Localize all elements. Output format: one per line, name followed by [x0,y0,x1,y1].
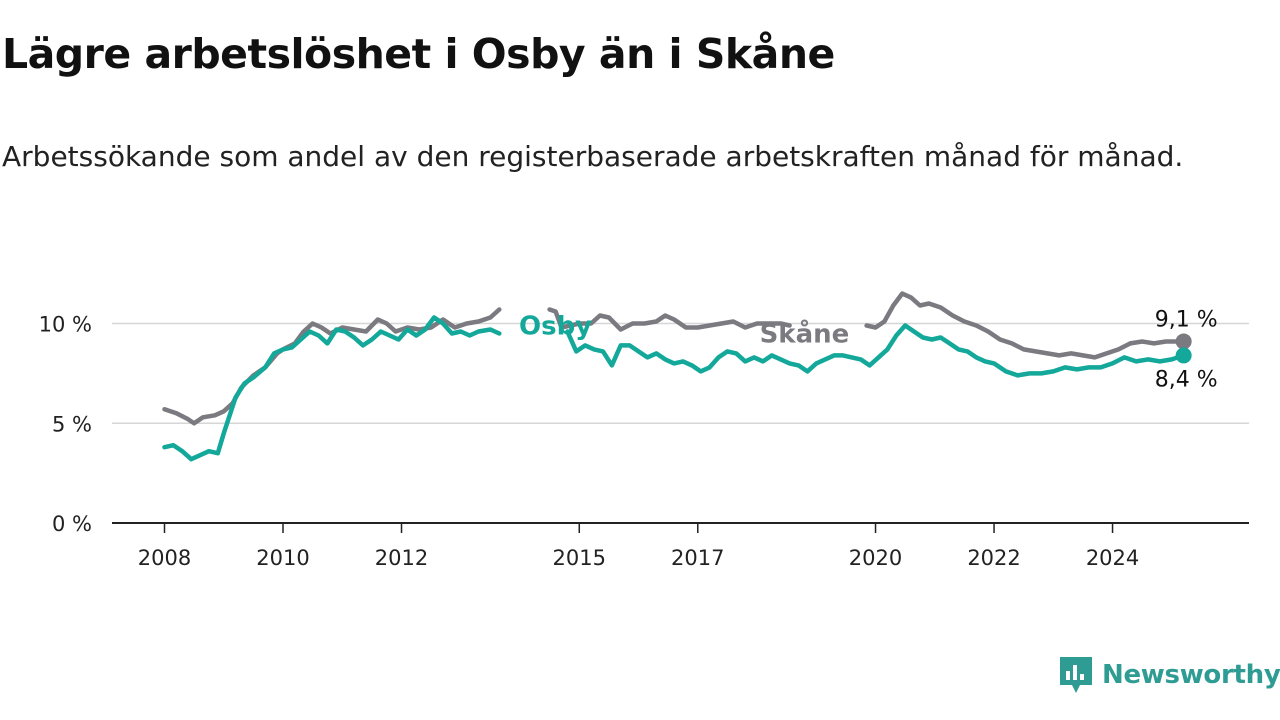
series-line-osby [162,315,1186,462]
series-name-label: Skåne [760,317,850,349]
x-tick-label: 2017 [671,546,724,570]
x-tick-label: 2024 [1086,546,1139,570]
end-point-osby [1175,347,1192,364]
y-tick-label: 10 % [39,313,92,337]
newsworthy-logo-icon [1060,657,1092,693]
x-tick-label: 2020 [849,546,902,570]
end-point-skane [1175,333,1192,350]
x-tick-label: 2012 [375,546,428,570]
chart-title: Lägre arbetslöshet i Osby än i Skåne [2,30,835,78]
x-tick-label: 2015 [553,546,606,570]
end-value-label: 9,1 % [1155,307,1218,332]
chart-subtitle: Arbetssökande som andel av den registerb… [2,140,1184,173]
x-tick-label: 2008 [138,546,191,570]
brand-name: Newsworthy [1102,660,1280,690]
series-name-label: Osby [519,311,592,341]
brand-logo: Newsworthy [1058,654,1280,696]
y-tick-label: 0 % [52,512,92,536]
series-line-skane [162,291,1186,426]
x-tick-label: 2022 [967,546,1020,570]
y-tick-label: 5 % [52,412,92,436]
end-value-label: 8,4 % [1155,367,1218,392]
x-tick-label: 2010 [256,546,309,570]
